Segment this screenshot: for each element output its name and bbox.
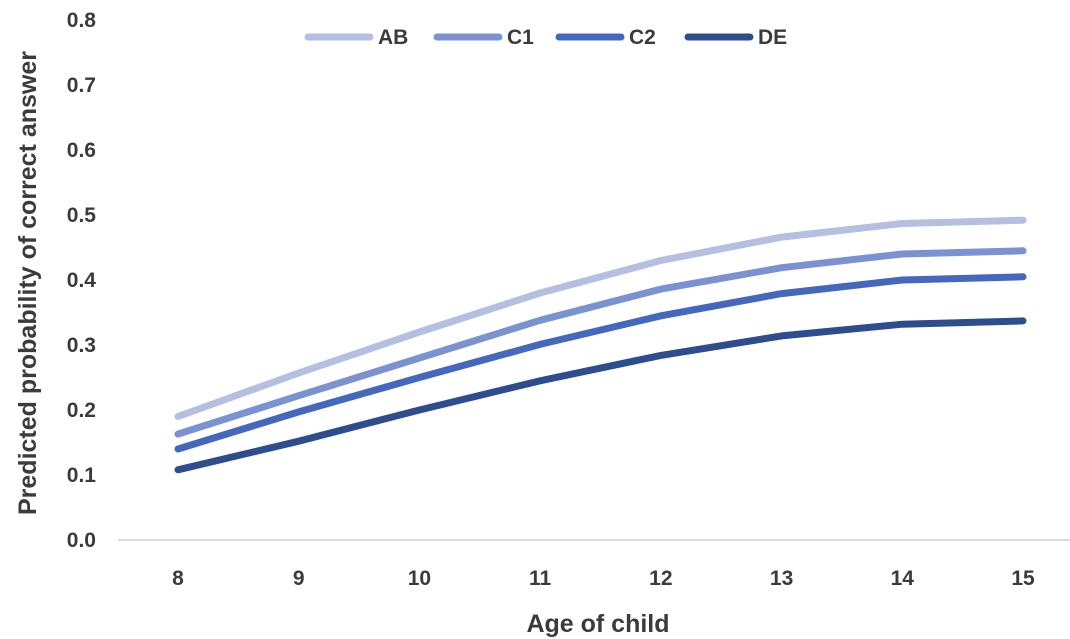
- x-axis-title: Age of child: [526, 610, 669, 638]
- legend-label-c2: C2: [629, 26, 656, 49]
- x-tick-label: 12: [649, 567, 672, 590]
- legend-label-c1: C1: [507, 26, 534, 49]
- x-tick-label: 10: [408, 567, 431, 590]
- legend-label-ab: AB: [378, 26, 408, 49]
- x-tick-label: 11: [529, 567, 552, 590]
- y-tick-label: 0.0: [67, 529, 96, 552]
- series-line-c2: [174, 273, 1027, 453]
- y-tick-label: 0.6: [67, 139, 96, 162]
- y-tick-label: 0.2: [67, 399, 96, 422]
- y-axis-ticks: 0.0 0.1 0.2 0.3 0.4 0.5 0.6 0.7 0.8: [67, 9, 97, 552]
- legend: AB C1 C2 DE: [304, 26, 787, 49]
- y-axis-title: Predicted probability of correct answer: [14, 51, 42, 515]
- legend-label-de: DE: [758, 26, 787, 49]
- x-tick-label: 14: [891, 567, 915, 590]
- y-tick-label: 0.5: [67, 204, 97, 227]
- x-tick-label: 9: [293, 567, 305, 590]
- series-line-c1: [174, 247, 1027, 438]
- series-lines: [174, 216, 1027, 474]
- y-tick-label: 0.3: [67, 334, 96, 357]
- x-tick-label: 13: [770, 567, 793, 590]
- y-tick-label: 0.1: [67, 464, 97, 487]
- y-tick-label: 0.7: [67, 74, 96, 97]
- series-line-ab: [174, 216, 1027, 420]
- y-tick-label: 0.4: [67, 269, 97, 292]
- series-line-de: [174, 317, 1027, 474]
- x-tick-label: 8: [172, 567, 184, 590]
- x-tick-label: 15: [1011, 567, 1035, 590]
- x-axis-ticks: 8 9 10 11 12 13 14 15: [172, 567, 1035, 590]
- y-tick-label: 0.8: [67, 9, 97, 32]
